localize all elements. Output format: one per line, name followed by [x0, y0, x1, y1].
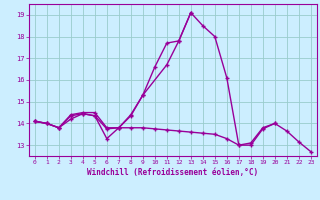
- X-axis label: Windchill (Refroidissement éolien,°C): Windchill (Refroidissement éolien,°C): [87, 168, 258, 177]
